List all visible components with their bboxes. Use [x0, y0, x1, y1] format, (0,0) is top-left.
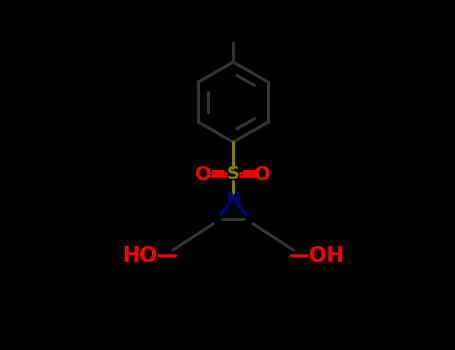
Text: =: =	[209, 165, 226, 184]
Text: O: O	[254, 165, 271, 184]
Text: HO—: HO—	[122, 246, 178, 266]
Text: O: O	[196, 165, 212, 184]
Text: N: N	[226, 191, 240, 209]
Text: =: =	[240, 165, 257, 184]
Text: —OH: —OH	[288, 246, 344, 266]
Text: S: S	[227, 166, 240, 183]
